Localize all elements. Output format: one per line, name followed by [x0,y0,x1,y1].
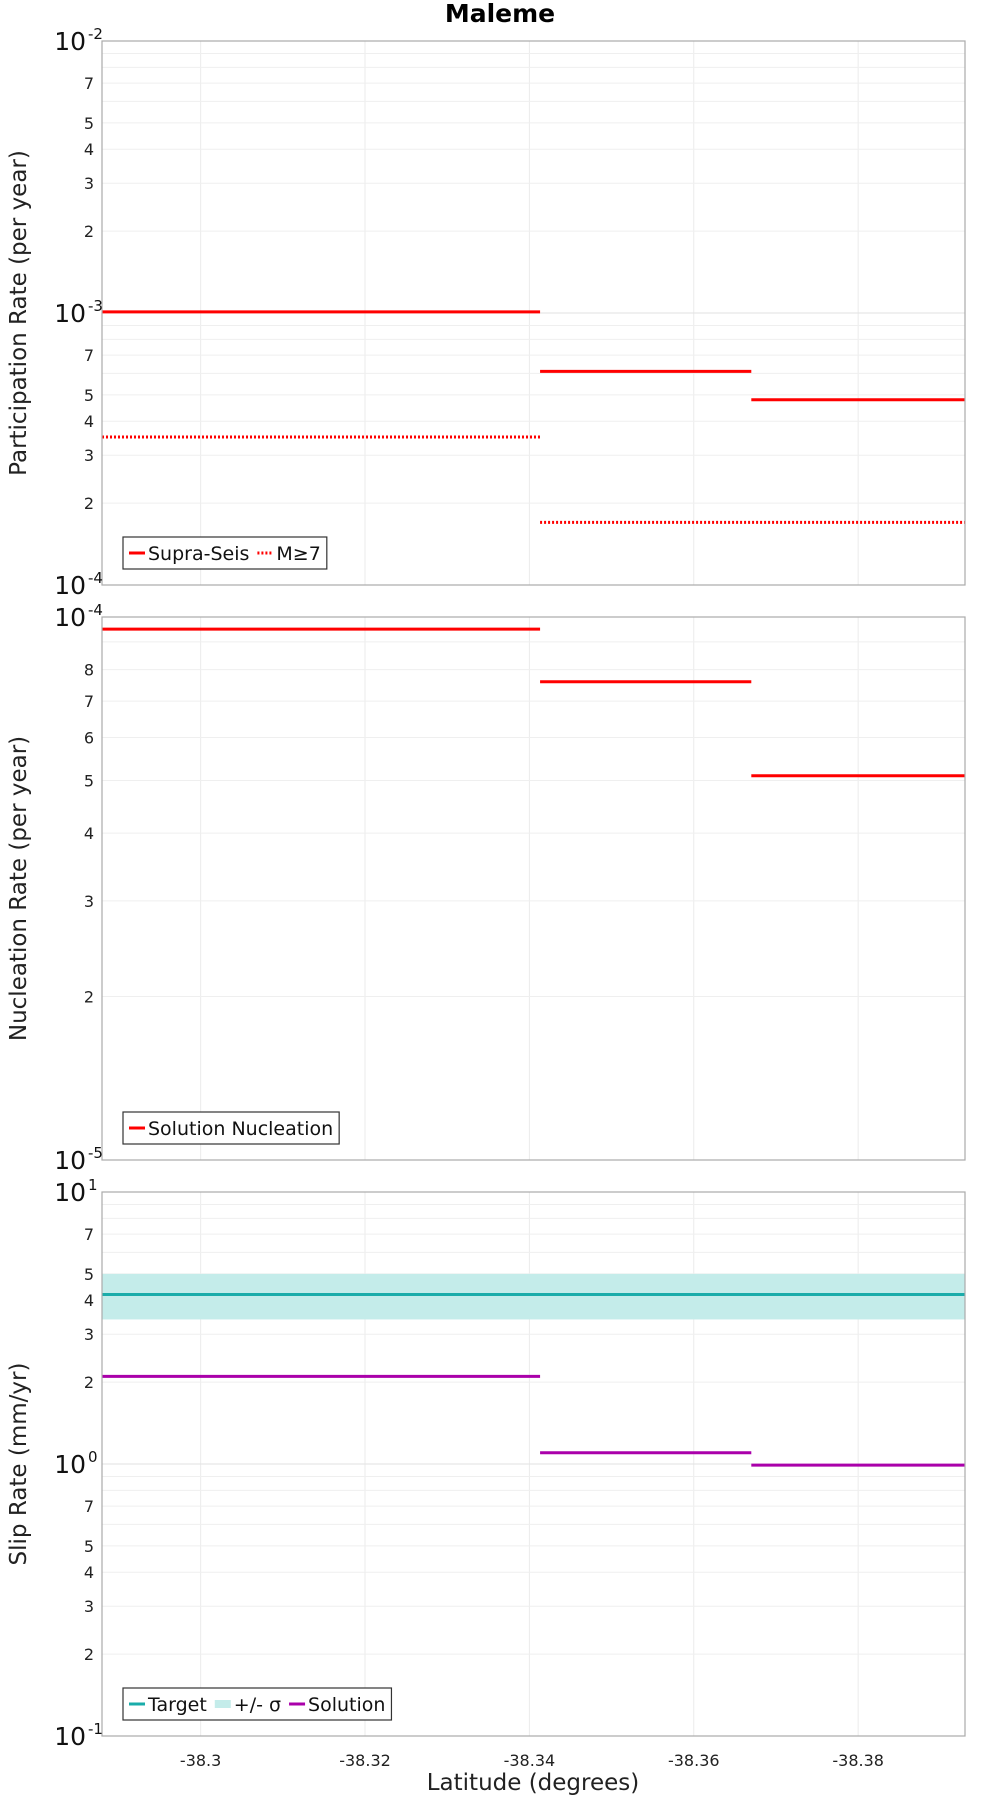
y-major-tick-base: 10 [54,299,86,328]
y-minor-tick-label: 3 [84,174,94,193]
y-minor-tick-label: 7 [84,346,94,365]
y-minor-tick-label: 2 [84,1373,94,1392]
y-minor-tick-label: 5 [84,1537,94,1556]
legend-label: +/- σ [234,1694,281,1716]
plot-frame [101,616,966,1161]
y-major-tick-exponent: 0 [88,1448,98,1466]
y-axis-label: Participation Rate (per year) [6,150,32,476]
y-major-tick-base: 10 [54,571,86,600]
y-major-tick-base: 10 [54,1178,86,1207]
y-major-tick-exponent: -1 [88,1720,103,1738]
y-minor-tick-label: 4 [84,1563,94,1582]
y-minor-tick-label: 4 [84,140,94,159]
y-minor-tick-label: 7 [84,1497,94,1516]
legend: Solution Nucleation [122,1111,340,1145]
y-major-tick-exponent: 1 [88,1176,98,1194]
legend-label: Solution Nucleation [148,1118,333,1140]
chart-title: Maleme [445,0,555,28]
y-major-tick-base: 10 [54,603,86,632]
y-minor-tick-label: 3 [84,892,94,911]
y-minor-tick-label: 2 [84,494,94,513]
y-major-tick-exponent: -4 [88,601,103,619]
x-tick-label: -38.38 [832,1751,884,1770]
y-minor-tick-label: 8 [84,661,94,680]
x-tick-label: -38.34 [504,1751,556,1770]
legend-label: M≥7 [276,543,320,565]
legend: Supra-Seis M≥7 [122,536,328,570]
y-major-tick-base: 10 [54,1722,86,1751]
y-minor-tick-label: 2 [84,988,94,1007]
y-minor-tick-label: 2 [84,1645,94,1664]
y-minor-tick-label: 7 [84,74,94,93]
legend-box [122,536,328,570]
y-major-tick-base: 10 [54,1450,86,1479]
y-minor-tick-label: 5 [84,771,94,790]
y-minor-tick-label: 6 [84,728,94,747]
y-major-tick-base: 10 [54,1146,86,1175]
plot-frame [101,1191,966,1737]
y-major-tick-exponent: -3 [88,297,103,315]
y-minor-tick-label: 7 [84,1225,94,1244]
y-minor-tick-label: 5 [84,386,94,405]
plot-frame [101,40,966,586]
y-minor-tick-label: 4 [84,824,94,843]
sigma-band [102,1273,965,1320]
y-minor-tick-label: 2 [84,222,94,241]
x-axis-label: Latitude (degrees) [427,1770,640,1796]
legend-box [122,1111,340,1145]
x-tick-label: -38.36 [668,1751,720,1770]
plot-area [102,617,965,1160]
legend-label: Target [147,1694,207,1716]
x-tick-label: -38.3 [180,1751,221,1770]
y-minor-tick-label: 3 [84,1597,94,1616]
legend: Target +/- σ Solution [122,1687,393,1721]
y-minor-tick-label: 4 [84,412,94,431]
y-major-tick-exponent: -5 [88,1144,103,1162]
y-major-tick-base: 10 [54,27,86,56]
y-minor-tick-label: 3 [84,1325,94,1344]
y-minor-tick-label: 3 [84,446,94,465]
x-tick-label: -38.32 [339,1751,391,1770]
y-axis-label: Nucleation Rate (per year) [6,736,32,1041]
legend-label: Supra-Seis [148,543,249,565]
y-major-tick-exponent: -2 [88,25,103,43]
y-minor-tick-label: 7 [84,692,94,711]
legend-swatch [214,1700,231,1708]
legend-box [122,1687,393,1721]
y-axis-label: Slip Rate (mm/yr) [6,1363,32,1566]
legend-label: Solution [308,1694,385,1716]
y-minor-tick-label: 5 [84,1265,94,1284]
y-minor-tick-label: 4 [84,1291,94,1310]
y-minor-tick-label: 5 [84,114,94,133]
y-major-tick-exponent: -4 [88,569,103,587]
